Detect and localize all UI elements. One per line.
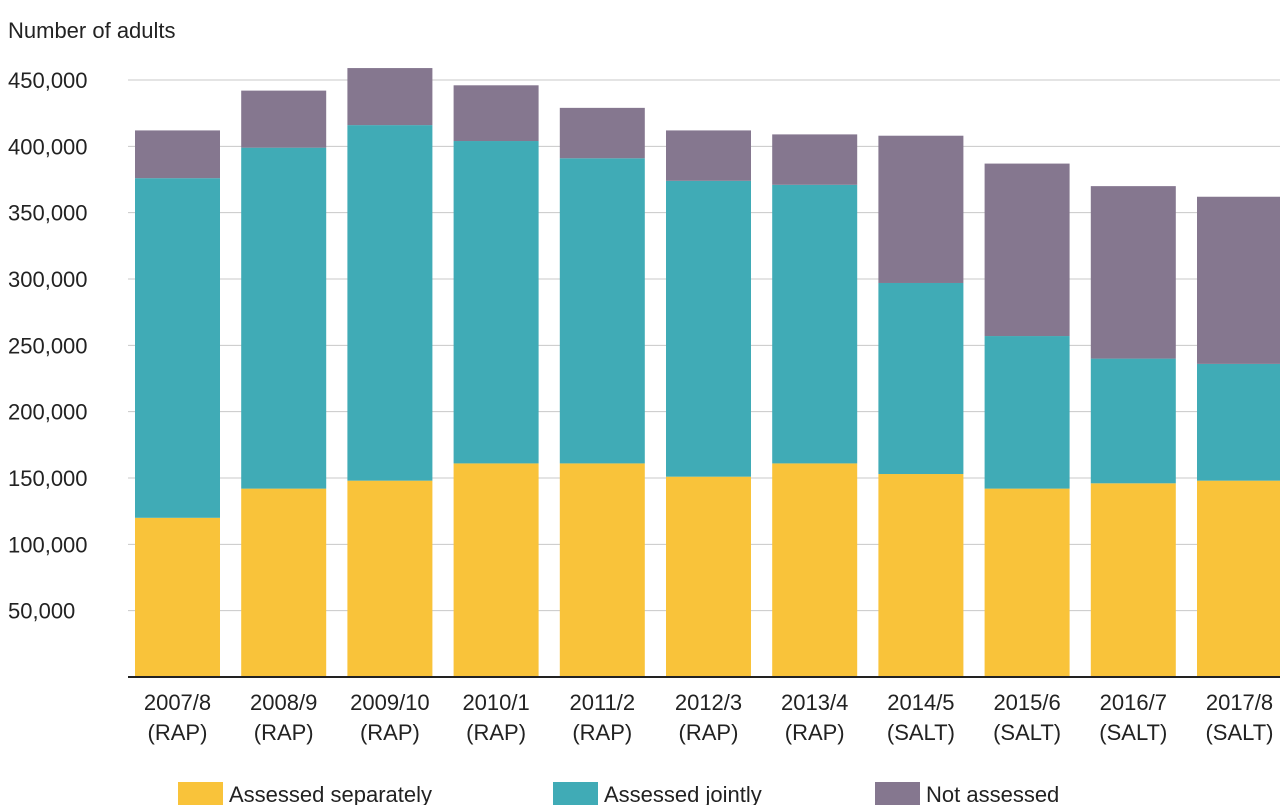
bar-segment-jointly [1090,358,1176,484]
y-tick-label: 100,000 [8,532,88,557]
x-tick-sublabel: (RAP) [148,720,208,745]
x-tick-label: 2007/8 [144,690,211,715]
x-tick-label: 2009/10 [350,690,430,715]
x-tick-sublabel: (RAP) [679,720,739,745]
x-tick-label: 2008/9 [250,690,317,715]
bar-segment-not-assessed [878,135,964,283]
x-tick-sublabel: (RAP) [785,720,845,745]
x-tick-label: 2017/8 [1206,690,1273,715]
x-tick-label: 2013/4 [781,690,848,715]
bar-segment-jointly [666,180,751,477]
bar-segment-separately [1197,480,1280,677]
x-tick-sublabel: (SALT) [887,720,955,745]
bars [135,68,1280,677]
bar-segment-not-assessed [666,130,751,181]
x-tick-sublabel: (SALT) [1099,720,1167,745]
x-tick-label: 2014/5 [887,690,954,715]
bar-segment-jointly [984,336,1070,489]
bar-segment-jointly [1197,363,1280,481]
y-tick-label: 150,000 [8,466,88,491]
bar-segment-jointly [241,147,327,489]
bar-segment-jointly [559,158,645,464]
x-tick-sublabel: (RAP) [466,720,526,745]
y-tick-label: 300,000 [8,267,88,292]
bar-segment-not-assessed [984,163,1070,337]
bar-segment-separately [559,463,645,677]
legend-label: Assessed separately [229,782,432,805]
legend-swatch [875,782,920,805]
y-tick-label: 250,000 [8,333,88,358]
bar-segment-not-assessed [453,85,539,142]
bar-segment-separately [878,474,964,677]
bar-segment-not-assessed [559,107,645,159]
x-tick-label: 2012/3 [675,690,742,715]
x-tick-label: 2015/6 [993,690,1060,715]
bar-segment-jointly [772,184,858,464]
bar-segment-separately [453,463,539,677]
legend-swatch [178,782,223,805]
bar-segment-separately [772,463,858,677]
x-tick-sublabel: (SALT) [993,720,1061,745]
x-tick-sublabel: (RAP) [254,720,314,745]
y-tick-label: 50,000 [8,599,75,624]
bar-segment-separately [984,488,1070,677]
bar-segment-not-assessed [135,130,220,179]
bar-segment-not-assessed [772,134,858,185]
bar-segment-not-assessed [241,90,327,148]
x-tick-sublabel: (SALT) [1205,720,1273,745]
bar-segment-separately [1090,483,1176,677]
x-tick-sublabel: (RAP) [360,720,420,745]
bar-segment-not-assessed [347,68,433,126]
bar-segment-not-assessed [1197,196,1280,364]
y-tick-label: 350,000 [8,201,88,226]
bar-segment-separately [666,476,751,677]
x-tick-label: 2011/2 [569,690,635,715]
bar-segment-separately [347,480,433,677]
bar-segment-jointly [347,125,433,481]
bar-segment-not-assessed [1090,186,1176,359]
y-tick-label: 200,000 [8,400,88,425]
x-axis-categories: 2007/8 (RAP) 2008/9 (RAP) 2009/10 (RAP) 2010/1… [144,690,1274,745]
legend-label: Assessed jointly [604,782,762,805]
y-axis-ticks: 50,000 100,000 150,000 200,000 250,000 300,00… [8,68,88,624]
bar-segment-separately [135,517,220,677]
y-tick-label: 450,000 [8,68,88,93]
bar-segment-jointly [878,282,964,475]
legend-swatch [553,782,598,805]
y-tick-label: 400,000 [8,134,88,159]
x-tick-label: 2010/1 [462,690,529,715]
bar-segment-separately [241,488,327,677]
legend-label: Not assessed [926,782,1059,805]
bar-segment-jointly [453,141,539,464]
bar-segment-jointly [135,178,220,518]
legend: Assessed separately Assessed jointly Not a… [178,782,1059,805]
x-tick-sublabel: (RAP) [572,720,632,745]
y-axis-label: Number of adults [8,18,176,43]
x-tick-label: 2016/7 [1100,690,1167,715]
